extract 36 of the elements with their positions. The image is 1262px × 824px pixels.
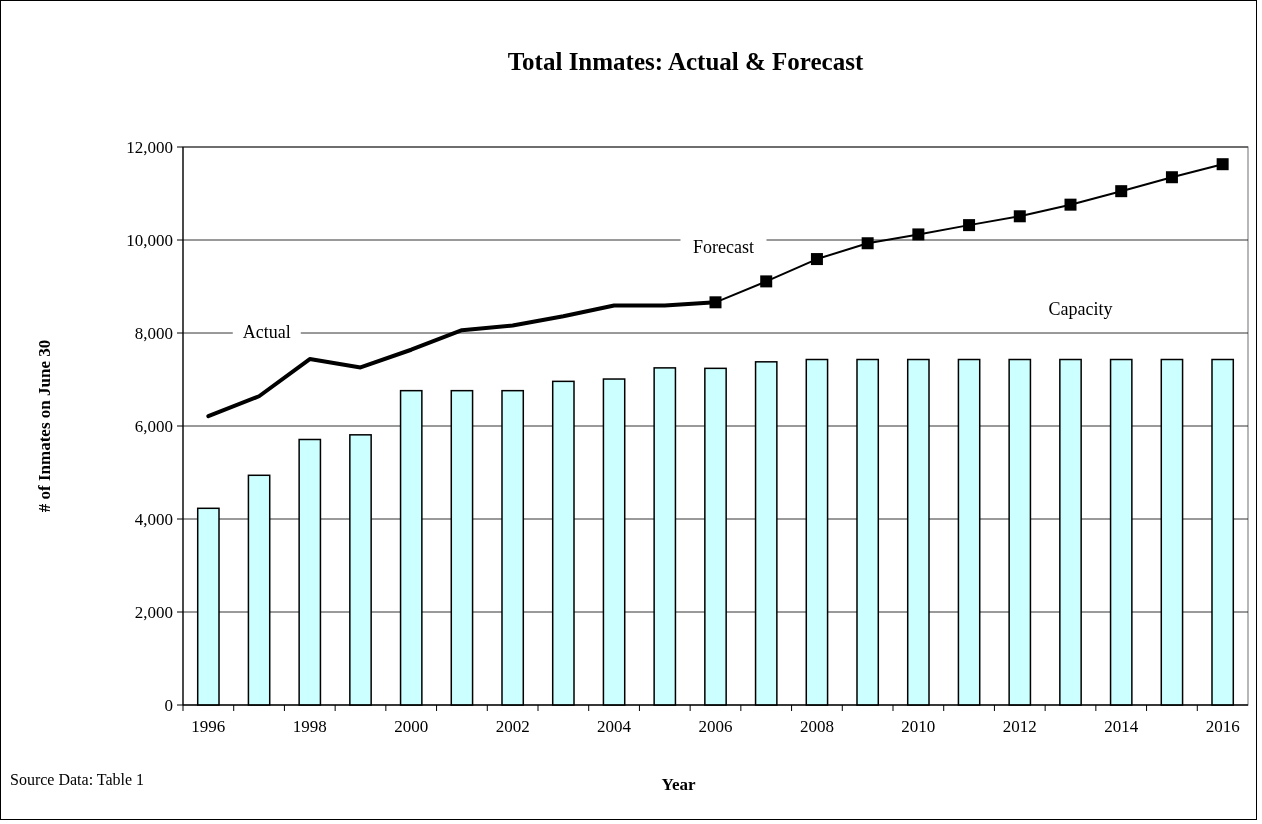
- point: [1115, 185, 1128, 198]
- x-tick-label: 2006: [698, 717, 733, 736]
- x-tick-label: 1998: [292, 717, 327, 736]
- y-axis-title: # of Inmates on June 30: [35, 339, 54, 513]
- chart-title: Total Inmates: Actual & Forecast: [507, 48, 864, 75]
- x-tick-label: 2012: [1002, 717, 1037, 736]
- y-tick-label: 6,000: [134, 417, 173, 436]
- x-tick-label: 2016: [1205, 717, 1240, 736]
- y-tick-label: 4,000: [134, 510, 173, 529]
- source-note: Source Data: Table 1: [10, 771, 145, 788]
- point: [1165, 171, 1178, 184]
- x-tick-label: 1996: [191, 717, 226, 736]
- x-tick-label: 2008: [799, 717, 834, 736]
- point: [1064, 198, 1077, 211]
- x-tick-label: 2000: [394, 717, 429, 736]
- x-tick-label: 2010: [901, 717, 936, 736]
- point: [810, 253, 823, 266]
- text: Capacity: [1048, 298, 1113, 319]
- y-tick-label: 8,000: [134, 324, 173, 343]
- point: [861, 237, 874, 250]
- x-tick-label: 2002: [495, 717, 530, 736]
- point: [760, 275, 773, 288]
- y-tick-label: 2,000: [134, 603, 173, 622]
- y-tick-label: 12,000: [126, 138, 173, 157]
- point: [963, 219, 976, 232]
- y-tick-label: 10,000: [126, 231, 173, 250]
- point: [1216, 158, 1229, 171]
- x-tick-label: 2014: [1104, 717, 1139, 736]
- series-label: Forecast: [693, 237, 754, 258]
- x-tick-label: 2004: [597, 717, 632, 736]
- point: [1013, 210, 1026, 223]
- series-label: Actual: [242, 322, 291, 343]
- y-tick-label: 0: [164, 696, 173, 715]
- point: [709, 296, 722, 309]
- point: [912, 228, 925, 241]
- x-axis-title: Year: [661, 775, 696, 794]
